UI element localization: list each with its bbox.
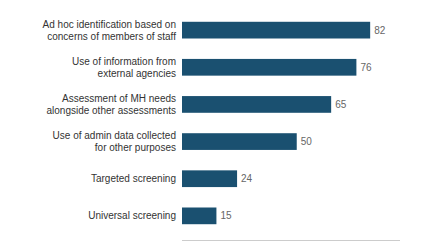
data-label: 65 (335, 99, 347, 110)
bar (182, 59, 356, 76)
data-label: 82 (374, 25, 386, 36)
y-tick-label: Assessment of MH needsalongside other as… (46, 93, 176, 116)
y-tick-label: Use of admin data collectedfor other pur… (53, 130, 176, 153)
bars (182, 22, 370, 224)
y-tick-label: Use of information fromexternal agencies (72, 56, 176, 79)
y-tick-label: Targeted screening (91, 173, 176, 184)
bar (182, 96, 331, 113)
data-label: 24 (241, 173, 253, 184)
x-axis-line (182, 240, 400, 241)
data-label: 50 (301, 136, 313, 147)
bar (182, 208, 216, 225)
y-tick-label: Ad hoc identification based onconcerns o… (43, 19, 177, 42)
bar (182, 170, 237, 187)
data-label: 76 (360, 62, 372, 73)
bar (182, 22, 370, 39)
chart: 15 Universal screening 24 Targeted screenin… (0, 0, 424, 252)
bar (182, 133, 297, 150)
data-label: 15 (220, 210, 232, 221)
y-tick-label: Universal screening (88, 210, 176, 221)
